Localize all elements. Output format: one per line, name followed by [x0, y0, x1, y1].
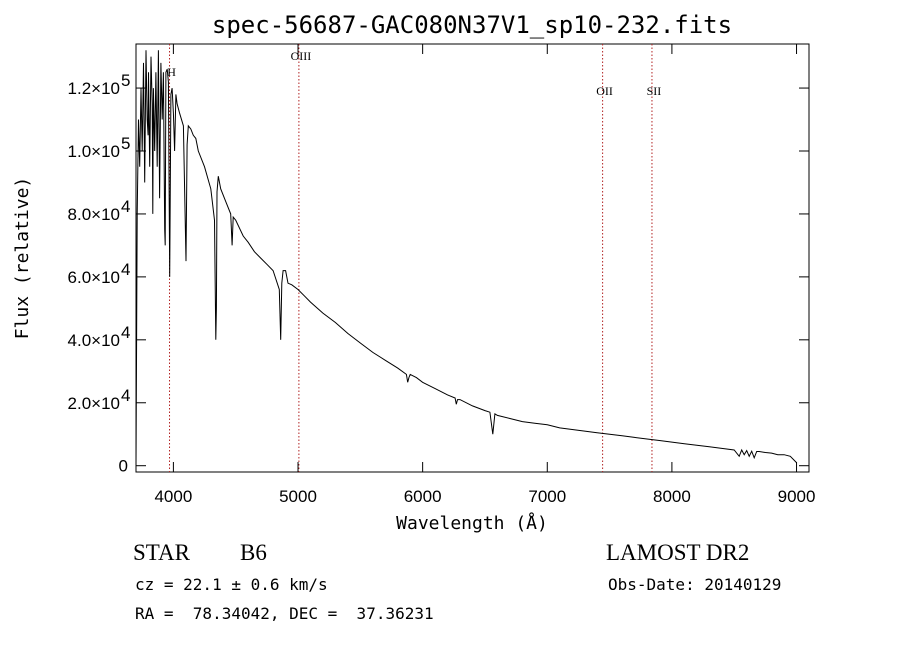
line-label-1: OIII: [291, 49, 312, 63]
x-axis-ticks: 4000 5000 6000 7000 8000 9000: [154, 44, 815, 506]
x-tick-label-5: 9000: [778, 487, 816, 506]
line-label-3: SII: [647, 84, 662, 98]
y-tick-label-5: 1.0×10: [68, 142, 120, 161]
y-tick-label-1: 2.0×10: [68, 394, 120, 413]
chart-title: spec-56687-GAC080N37V1_sp10-232.fits: [212, 11, 732, 39]
y-tick-label-3: 6.0×10: [68, 268, 120, 287]
y-tick-exp-1: 4: [121, 386, 130, 405]
x-axis-label: Wavelength (Å): [396, 512, 548, 534]
line-label-2: OII: [596, 84, 613, 98]
obs-date-text: Obs-Date: 20140129: [608, 575, 782, 594]
y-tick-label-6: 1.2×10: [68, 79, 120, 98]
x-tick-label-3: 7000: [528, 487, 566, 506]
emission-lines: H OIII OII SII: [167, 44, 661, 472]
object-class: STAR: [133, 540, 190, 565]
plot-frame: [135, 43, 810, 473]
radec-text: RA = 78.34042, DEC = 37.36231: [135, 604, 434, 623]
redshift-text: cz = 22.1 ± 0.6 km/s: [135, 575, 328, 594]
x-tick-label-4: 8000: [653, 487, 691, 506]
y-tick-label-2: 4.0×10: [68, 331, 120, 350]
y-axis-ticks: 02.0×10 44.0×10 46.0×10 48.0×10 41.0×10 51.2×…: [68, 71, 809, 476]
y-axis-label: Flux (relative): [12, 177, 33, 340]
y-tick-exp-6: 5: [121, 71, 130, 90]
line-label-0: H: [167, 65, 176, 79]
survey-label: LAMOST DR2: [606, 540, 750, 565]
x-tick-label-2: 6000: [404, 487, 442, 506]
y-tick-exp-2: 4: [121, 323, 130, 342]
y-tick-label-4: 8.0×10: [68, 205, 120, 224]
x-tick-label-0: 4000: [154, 487, 192, 506]
y-tick-label-0: 0: [119, 457, 128, 476]
series-line-0: [135, 50, 797, 466]
x-tick-label-1: 5000: [279, 487, 317, 506]
y-tick-exp-5: 5: [121, 134, 130, 153]
object-subclass: B6: [240, 540, 267, 565]
y-tick-exp-4: 4: [121, 197, 130, 216]
spectrum-series: [135, 50, 797, 466]
y-tick-exp-3: 4: [121, 260, 130, 279]
